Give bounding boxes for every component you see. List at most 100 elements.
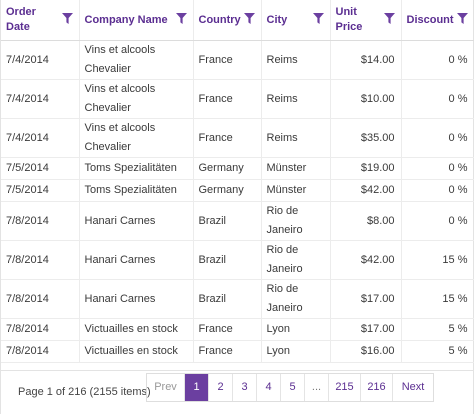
column-header-company-name[interactable]: Company Name [79, 0, 194, 41]
column-header-label: Company Name [84, 13, 168, 26]
page-button-216[interactable]: 216 [361, 374, 393, 401]
cell-order-date: 7/5/2014 [1, 179, 80, 202]
cell-company-name: Vins et alcools Chevalier [79, 40, 194, 80]
cell-order-date: 7/8/2014 [1, 318, 80, 341]
table-row[interactable]: 7/8/2014 Hanari Carnes Brazil Rio de Jan… [1, 201, 474, 241]
cell-discount: 0 % [401, 201, 474, 241]
page-button-1[interactable]: 1 [185, 374, 209, 401]
cell-city: Münster [261, 157, 331, 180]
cell-city: Reims [261, 118, 331, 158]
column-header-order-date[interactable]: Order Date [1, 0, 80, 41]
filter-icon[interactable] [61, 13, 73, 24]
orders-table: Order Date Company Name Country City Uni… [1, 0, 474, 363]
cell-country: Brazil [193, 201, 262, 241]
cell-company-name: Victuailles en stock [79, 318, 194, 341]
next-button[interactable]: Next [401, 381, 425, 393]
cell-unit-price: $10.00 [330, 79, 402, 119]
prev-button[interactable]: Prev [147, 374, 185, 401]
page-button-4[interactable]: 4 [257, 374, 281, 401]
table-row[interactable]: 7/4/2014 Vins et alcools Chevalier Franc… [1, 40, 474, 80]
cell-unit-price: $8.00 [330, 201, 402, 241]
filter-icon[interactable] [243, 13, 255, 24]
cell-company-name: Toms Spezialitäten [79, 157, 194, 180]
cell-discount: 15 % [401, 279, 474, 319]
cell-country: Brazil [193, 279, 262, 319]
page-button-2[interactable]: 2 [209, 374, 233, 401]
cell-city: Rio de Janeiro [261, 279, 331, 319]
cell-order-date: 7/5/2014 [1, 157, 80, 180]
table-row[interactable]: 7/4/2014 Vins et alcools Chevalier Franc… [1, 118, 474, 158]
filter-icon[interactable] [312, 13, 324, 24]
cell-discount: 0 % [401, 179, 474, 202]
cell-unit-price: $35.00 [330, 118, 402, 158]
cell-unit-price: $42.00 [330, 240, 402, 280]
page-button-215[interactable]: 215 [329, 374, 361, 401]
cell-city: Reims [261, 40, 331, 80]
cell-order-date: 7/8/2014 [1, 279, 80, 319]
cell-order-date: 7/8/2014 [1, 340, 80, 363]
cell-unit-price: $17.00 [330, 318, 402, 341]
table-row[interactable]: 7/4/2014 Vins et alcools Chevalier Franc… [1, 79, 474, 119]
filter-icon[interactable] [175, 13, 187, 24]
cell-city: Reims [261, 79, 331, 119]
cell-unit-price: $17.00 [330, 279, 402, 319]
cell-country: Brazil [193, 240, 262, 280]
column-header-label: Unit Price [335, 6, 363, 33]
cell-country: Germany [193, 179, 262, 202]
table-row[interactable]: 7/5/2014 Toms Spezialitäten Germany Müns… [1, 179, 474, 202]
header-row: Order Date Company Name Country City Uni… [1, 0, 474, 41]
cell-company-name: Vins et alcools Chevalier [79, 79, 194, 119]
cell-discount: 0 % [401, 40, 474, 80]
cell-order-date: 7/4/2014 [1, 40, 80, 80]
cell-discount: 0 % [401, 157, 474, 180]
cell-company-name: Toms Spezialitäten [79, 179, 194, 202]
cell-order-date: 7/4/2014 [1, 79, 80, 119]
table-row[interactable]: 7/8/2014 Victuailles en stock France Lyo… [1, 340, 474, 363]
cell-discount: 0 % [401, 79, 474, 119]
pagination: Prev 1 2 3 4 5 ... 215 216 Next [146, 373, 434, 402]
column-header-city[interactable]: City [261, 0, 331, 41]
page-button-5[interactable]: 5 [281, 374, 305, 401]
cell-discount: 15 % [401, 240, 474, 280]
cell-country: France [193, 40, 262, 80]
filter-icon[interactable] [383, 13, 395, 24]
cell-city: Lyon [261, 318, 331, 341]
cell-order-date: 7/8/2014 [1, 201, 80, 241]
column-header-discount[interactable]: Discount [401, 0, 474, 41]
filter-icon[interactable] [456, 13, 468, 24]
table-row[interactable]: 7/8/2014 Hanari Carnes Brazil Rio de Jan… [1, 279, 474, 319]
column-header-label: Discount [406, 13, 454, 26]
cell-unit-price: $14.00 [330, 40, 402, 80]
cell-unit-price: $16.00 [330, 340, 402, 363]
cell-country: France [193, 318, 262, 341]
column-header-label: Order Date [6, 6, 36, 33]
cell-city: Münster [261, 179, 331, 202]
cell-city: Lyon [261, 340, 331, 363]
column-header-label: City [266, 13, 288, 26]
column-header-label: Country [198, 13, 241, 26]
cell-company-name: Hanari Carnes [79, 279, 194, 319]
cell-company-name: Hanari Carnes [79, 240, 194, 280]
cell-company-name: Victuailles en stock [79, 340, 194, 363]
cell-unit-price: $42.00 [330, 179, 402, 202]
column-header-country[interactable]: Country [193, 0, 262, 41]
table-row[interactable]: 7/8/2014 Victuailles en stock France Lyo… [1, 318, 474, 341]
cell-city: Rio de Janeiro [261, 240, 331, 280]
page-button-3[interactable]: 3 [233, 374, 257, 401]
cell-discount: 0 % [401, 118, 474, 158]
page-info: Page 1 of 216 (2155 items) [18, 386, 151, 398]
cell-order-date: 7/4/2014 [1, 118, 80, 158]
cell-country: France [193, 118, 262, 158]
cell-unit-price: $19.00 [330, 157, 402, 180]
column-header-unit-price[interactable]: Unit Price [330, 0, 402, 41]
table-row[interactable]: 7/8/2014 Hanari Carnes Brazil Rio de Jan… [1, 240, 474, 280]
cell-country: Germany [193, 157, 262, 180]
table-row[interactable]: 7/5/2014 Toms Spezialitäten Germany Müns… [1, 157, 474, 180]
cell-company-name: Vins et alcools Chevalier [79, 118, 194, 158]
cell-country: France [193, 79, 262, 119]
cell-order-date: 7/8/2014 [1, 240, 80, 280]
cell-country: France [193, 340, 262, 363]
cell-city: Rio de Janeiro [261, 201, 331, 241]
pager: Page 1 of 216 (2155 items) Prev 1 2 3 4 … [1, 370, 474, 414]
page-ellipsis: ... [305, 374, 329, 401]
